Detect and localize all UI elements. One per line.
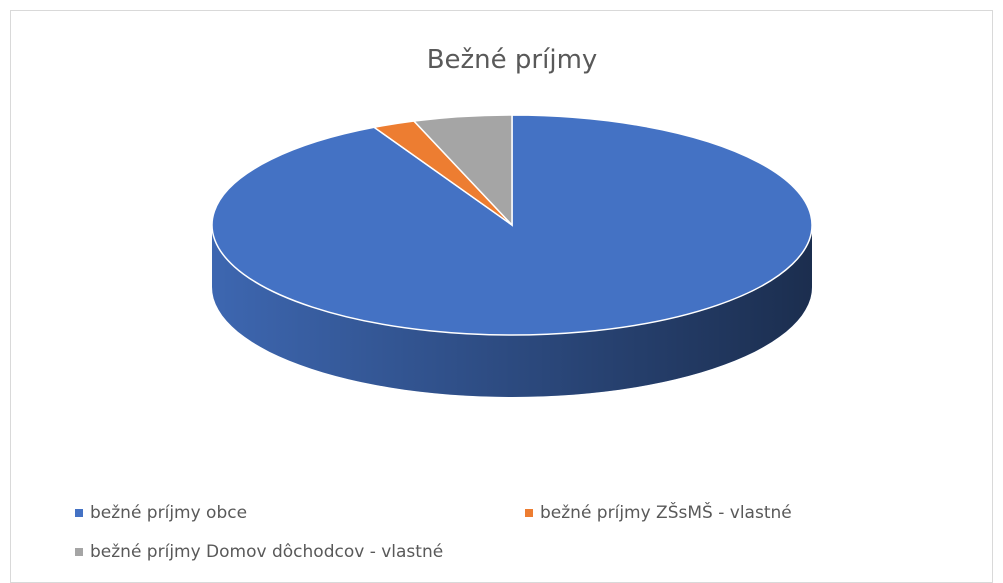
pie [211,114,813,397]
legend-label: bežné príjmy Domov dôchodcov - vlastné [90,542,443,562]
chart-title: Bežné príjmy [427,45,598,75]
legend-swatch [75,509,83,517]
legend-label: bežné príjmy obce [90,503,247,523]
slice [211,114,813,336]
legend-swatch [75,548,83,556]
legend-label: bežné príjmy ZŠsMŠ - vlastné [540,501,792,523]
legend: bežné príjmy obce bežné príjmy ZŠsMŠ - vl… [75,501,792,562]
slice-side-shade [212,225,812,397]
slice [412,114,513,227]
legend-swatch [525,509,533,517]
